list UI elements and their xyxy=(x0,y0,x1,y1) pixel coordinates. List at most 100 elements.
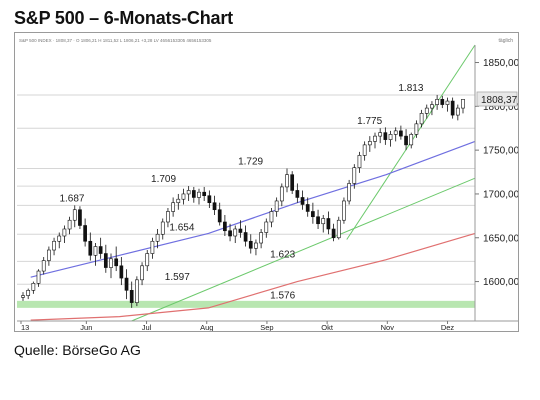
chart-interval-label: täglich xyxy=(499,38,514,44)
x-tick-label: Sep xyxy=(260,323,273,331)
candle-body xyxy=(228,230,232,237)
candle-body xyxy=(21,295,25,298)
candle-body xyxy=(419,113,424,125)
x-tick-label: 13 xyxy=(21,323,29,331)
candle-body xyxy=(383,132,388,140)
candle-body xyxy=(311,211,315,218)
x-tick-label: Jun xyxy=(80,323,92,331)
candle-body xyxy=(455,107,460,116)
candle-body xyxy=(197,191,201,198)
candle-body xyxy=(295,190,300,198)
candle-body xyxy=(207,195,212,204)
candle-body xyxy=(264,221,269,233)
x-tick-label: Aug xyxy=(200,323,213,331)
y-tick-label: 1750,00 xyxy=(483,146,518,157)
stock-chart: 1.687 1.654 1.709 1.597 1.729 1.623 1.775 1.576… xyxy=(14,32,519,332)
candle-body xyxy=(119,265,124,279)
candle-body xyxy=(233,228,238,237)
candle-body xyxy=(378,132,383,137)
moving-average-long xyxy=(30,232,476,321)
candle-body xyxy=(171,202,175,212)
source-caption: Quelle: BörseGo AG xyxy=(14,342,141,358)
candle-body xyxy=(129,290,134,303)
level-annotation: 1.597 xyxy=(165,272,190,283)
last-price-box xyxy=(476,91,518,107)
candle-body xyxy=(357,155,362,168)
candle-body xyxy=(352,167,357,184)
candle-body xyxy=(238,228,243,233)
candle-body xyxy=(300,197,305,205)
axes: 1600,00 1650,00 1700,00 1750,00 1800,00 1850,… xyxy=(17,45,518,331)
level-annotation: 1.775 xyxy=(357,116,382,127)
candle-body xyxy=(223,221,227,232)
candle-body xyxy=(388,134,393,140)
candle-body xyxy=(140,265,144,281)
y-tick-label: 1800,00 xyxy=(483,102,518,113)
chart-header: S&P 500 INDEX · 1808,37 · O 1806,21 H 18… xyxy=(19,38,513,44)
candle-body xyxy=(362,144,367,156)
candle-body xyxy=(202,191,207,197)
trendline xyxy=(131,177,476,322)
candle-body xyxy=(176,198,181,204)
candle-body xyxy=(430,104,434,109)
candle-body xyxy=(78,209,82,226)
candle-body xyxy=(181,193,186,200)
candle-body xyxy=(373,135,377,142)
candle-body xyxy=(57,235,62,242)
candle-body xyxy=(212,202,217,211)
candle-body xyxy=(186,190,191,195)
chart-canvas: 1.687 1.654 1.709 1.597 1.729 1.623 1.775 1.576… xyxy=(17,38,518,331)
candlesticks xyxy=(21,94,465,308)
candle-body xyxy=(336,219,341,239)
candle-body xyxy=(31,283,36,291)
candle-body xyxy=(135,279,139,303)
level-annotation: 1.729 xyxy=(238,157,263,168)
gridlines xyxy=(17,94,475,304)
candle-body xyxy=(316,216,320,225)
candle-body xyxy=(93,246,98,256)
level-annotation: 1.576 xyxy=(270,291,295,302)
candle-body xyxy=(326,218,331,230)
candle-body xyxy=(72,209,77,221)
candle-body xyxy=(440,99,445,105)
candle-body xyxy=(124,277,129,291)
page-title: S&P 500 – 6-Monats-Chart xyxy=(14,8,233,28)
candle-body xyxy=(114,258,119,267)
candle-body xyxy=(285,174,289,188)
candle-body xyxy=(305,204,310,212)
y-tick-label: 1650,00 xyxy=(483,233,518,244)
candle-body xyxy=(424,107,429,114)
candle-body xyxy=(399,130,403,137)
candle-body xyxy=(248,240,253,249)
support-band-rect xyxy=(17,300,475,308)
candle-body xyxy=(26,290,31,296)
candle-body xyxy=(62,228,67,237)
candle-body xyxy=(98,246,103,254)
x-tick-label: Dez xyxy=(441,323,455,331)
candle-body xyxy=(150,240,155,254)
candle-body xyxy=(109,258,113,268)
candle-body xyxy=(160,221,165,235)
level-annotation: 1.654 xyxy=(169,222,194,233)
candle-body xyxy=(191,190,196,198)
candle-body xyxy=(450,100,455,116)
candle-body xyxy=(269,211,274,223)
candle-body xyxy=(279,186,284,202)
y-tick-label: 1850,00 xyxy=(483,58,518,69)
candle-body xyxy=(409,134,414,146)
candle-body xyxy=(254,242,258,249)
candle-body xyxy=(393,130,398,135)
y-tick-label: 1700,00 xyxy=(483,189,518,200)
candle-body xyxy=(445,100,450,105)
candle-body xyxy=(290,174,295,191)
candle-body xyxy=(367,141,372,146)
candle-body xyxy=(259,232,263,244)
y-tick-label: 1600,00 xyxy=(483,277,518,288)
level-annotation: 1.709 xyxy=(151,174,176,185)
candle-body xyxy=(217,209,222,223)
candle-body xyxy=(103,253,108,268)
candle-body xyxy=(414,123,419,135)
x-tick-label: Nov xyxy=(381,323,395,331)
candle-body xyxy=(347,183,351,202)
last-price-label: 1808,37 xyxy=(481,95,518,106)
